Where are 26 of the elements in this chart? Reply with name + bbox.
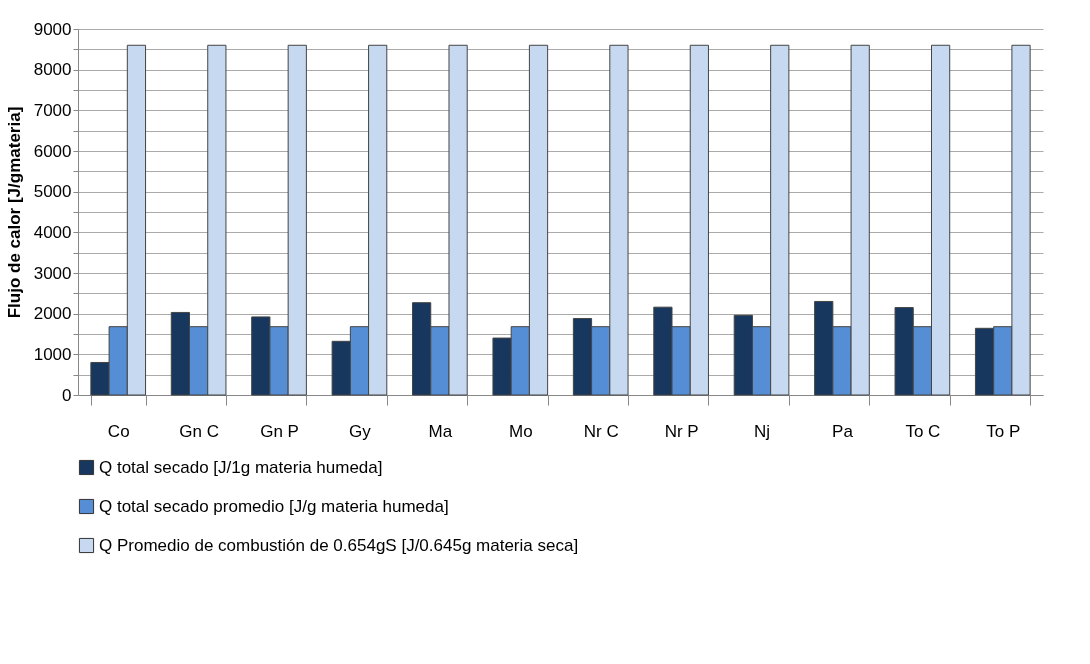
y-tick-label: 8000	[33, 60, 72, 80]
x-tick-label: Ma	[428, 421, 453, 441]
y-tick-label: 5000	[33, 182, 72, 202]
y-tick-label: 9000	[33, 19, 72, 39]
x-tick-label: To P	[986, 421, 1021, 441]
y-tick-label: 3000	[33, 263, 72, 283]
legend-label: Q total secado promedio [J/g materia humeda]	[99, 496, 449, 516]
x-tick-label: Nr P	[664, 421, 699, 441]
x-tick-label: Pa	[832, 421, 854, 441]
y-tick-label: 4000	[33, 222, 72, 242]
y-tick-label: 6000	[33, 141, 72, 161]
x-tick-label: Gn C	[179, 421, 219, 441]
y-axis-title: Flujo de calor [J/gmateria]	[4, 106, 24, 319]
x-tick-label: To C	[905, 421, 941, 441]
y-tick-label: 0	[62, 385, 72, 405]
y-tick-label: 7000	[33, 100, 72, 120]
x-tick-label: Mo	[508, 421, 533, 441]
x-tick-label: Co	[107, 421, 130, 441]
x-tick-label: Nr C	[583, 421, 619, 441]
y-tick-label: 1000	[33, 344, 72, 364]
y-tick-label: 2000	[33, 304, 72, 324]
legend-label: Q Promedio de combustión de 0.654gS [J/0.645g materia seca]	[99, 535, 579, 555]
x-tick-label: Nj	[754, 421, 771, 441]
legend-label: Q total secado [J/1g materia humeda]	[99, 457, 383, 477]
x-tick-label: Gn P	[260, 421, 299, 441]
x-tick-label: Gy	[349, 421, 372, 441]
